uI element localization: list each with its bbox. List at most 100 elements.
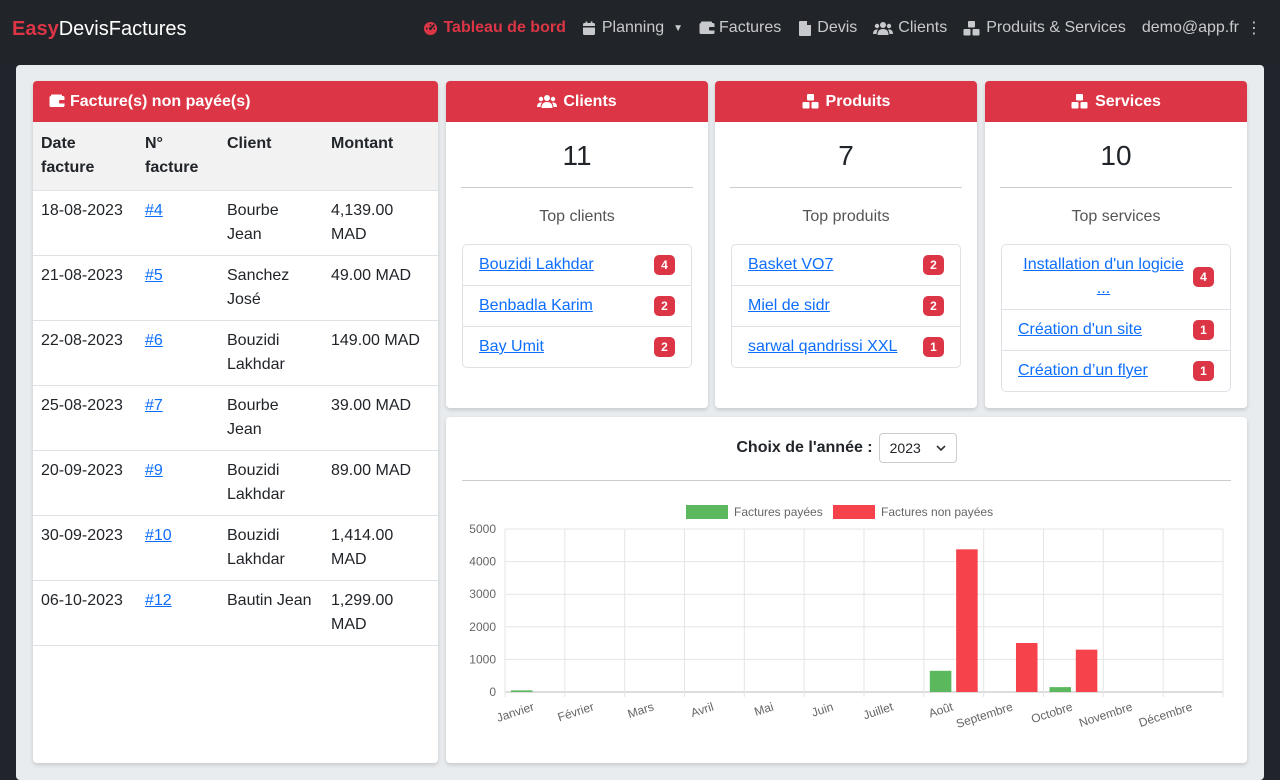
x-tick-label: Mars [626, 700, 656, 722]
cubes-icon [802, 94, 820, 109]
brand-logo[interactable]: EasyDevisFactures [12, 18, 187, 41]
nav-menu: Tableau de bord Planning ▼ Factures Devi… [423, 18, 1262, 38]
kebab-menu-icon: ⋮ [1246, 20, 1262, 37]
invoice-client: Bouzidi Lakhdar [219, 450, 323, 516]
services-card: Services 10 Top services Installation d'… [985, 81, 1247, 408]
invoice-amount: 1,414.00 MAD [323, 515, 438, 581]
table-row: 20-09-2023 #9 Bouzidi Lakhdar 89.00 MAD [33, 450, 438, 516]
nav-products[interactable]: Produits & Services [963, 19, 1126, 37]
client-link[interactable]: Bouzidi Lakhdar [479, 256, 594, 273]
users-icon [873, 21, 894, 36]
unpaid-invoices-title: Facture(s) non payée(s) [70, 92, 251, 110]
invoice-client: Bourbe Jean [219, 190, 323, 256]
client-link[interactable]: Benbadla Karim [479, 297, 593, 314]
invoice-date: 20-09-2023 [33, 450, 137, 516]
wallet-icon [49, 94, 65, 109]
top-services-list: Installation d'un logicie ... 4 Création … [1001, 244, 1231, 392]
year-select-value: 2023 [889, 440, 921, 456]
y-tick-label: 2000 [469, 620, 496, 634]
year-select[interactable]: 2023 [878, 433, 957, 463]
bar [929, 670, 952, 692]
invoices-bar-chart: Factures payées Factures non payées 0 1000… [469, 505, 1224, 731]
table-row: 06-10-2023 #12 Bautin Jean 1,299.00 MAD [33, 580, 438, 646]
service-link[interactable]: Création d'un site [1018, 321, 1143, 338]
nav-planning[interactable]: Planning ▼ [582, 19, 683, 37]
services-title: Services [1095, 92, 1161, 110]
nav-user[interactable]: demo@app.fr ⋮ [1142, 18, 1262, 38]
count-badge: 4 [654, 255, 675, 275]
clients-title: Clients [563, 92, 617, 110]
count-badge: 4 [1193, 267, 1214, 287]
product-link[interactable]: Miel de sidr [748, 297, 830, 314]
list-item: Installation d'un logicie ... 4 [1002, 245, 1230, 310]
x-tick-label: Juin [810, 700, 835, 720]
users-icon [537, 94, 558, 109]
invoice-number-link[interactable]: #6 [145, 332, 163, 349]
table-row: 18-08-2023 #4 Bourbe Jean 4,139.00 MAD [33, 190, 438, 256]
invoice-client: Sanchez José [219, 255, 323, 321]
service-link[interactable]: Installation d'un logicie ... [1023, 256, 1184, 297]
invoice-amount: 39.00 MAD [323, 385, 438, 451]
invoice-number-link[interactable]: #4 [145, 202, 163, 219]
cubes-icon [1071, 94, 1089, 109]
invoice-amount: 49.00 MAD [323, 255, 438, 321]
count-badge: 1 [923, 337, 944, 357]
list-item: Bay Umit 2 [463, 327, 691, 367]
file-icon [797, 20, 812, 36]
y-tick-label: 5000 [469, 522, 496, 536]
services-header: Services [985, 81, 1247, 122]
clients-count: 11 [461, 122, 693, 188]
calendar-icon [582, 21, 597, 36]
bar [1015, 643, 1038, 692]
count-badge: 2 [923, 255, 944, 275]
legend-label: Factures non payées [881, 505, 993, 519]
x-tick-label: Août [927, 699, 955, 720]
year-label: Choix de l'année : [736, 439, 873, 456]
y-tick-label: 0 [489, 685, 496, 699]
bar [510, 690, 533, 692]
nav-quotes[interactable]: Devis [797, 19, 857, 37]
product-link[interactable]: sarwal qandrissi XXL [748, 338, 898, 355]
column-header: Montant [323, 122, 438, 191]
client-link[interactable]: Bay Umit [479, 338, 544, 355]
y-tick-label: 4000 [469, 555, 496, 569]
chart-grid [504, 528, 1224, 697]
invoice-number-link[interactable]: #10 [145, 527, 172, 544]
bar [1049, 687, 1072, 692]
list-item: Benbadla Karim 2 [463, 286, 691, 327]
invoice-date: 06-10-2023 [33, 580, 137, 646]
top-products-title: Top produits [802, 208, 890, 225]
cubes-icon [963, 20, 981, 36]
count-badge: 2 [923, 296, 944, 316]
invoice-client: Bautin Jean [219, 580, 323, 646]
products-title: Produits [825, 92, 891, 110]
unpaid-invoices-header: Facture(s) non payée(s) [33, 81, 438, 122]
invoice-number-link[interactable]: #5 [145, 267, 163, 284]
nav-clients[interactable]: Clients [873, 19, 947, 37]
service-link[interactable]: Création d’un flyer [1018, 362, 1148, 379]
invoice-number-link[interactable]: #7 [145, 397, 163, 414]
table-row: 22-08-2023 #6 Bouzidi Lakhdar 149.00 MAD [33, 320, 438, 386]
invoice-date: 22-08-2023 [33, 320, 137, 386]
product-link[interactable]: Basket VO7 [748, 256, 834, 273]
nav-quotes-label: Devis [817, 19, 858, 36]
list-item: Création d'un site 1 [1002, 310, 1230, 351]
invoice-amount: 1,299.00 MAD [323, 580, 438, 646]
nav-user-label: demo@app.fr [1141, 19, 1239, 36]
list-item: Basket VO7 2 [732, 245, 960, 286]
x-tick-label: Février [556, 700, 596, 725]
nav-invoices[interactable]: Factures [699, 19, 781, 37]
top-products-list: Basket VO7 2 Miel de sidr 2 sarwal qandris… [731, 244, 961, 368]
nav-dashboard[interactable]: Tableau de bord [423, 19, 566, 37]
invoice-number-link[interactable]: #12 [145, 592, 172, 609]
chevron-down-icon [936, 445, 946, 451]
year-selector-row: Choix de l'année : 2023 [446, 433, 1247, 463]
list-item: Miel de sidr 2 [732, 286, 960, 327]
invoice-date: 18-08-2023 [33, 190, 137, 256]
chart-card: Choix de l'année : 2023 Factures payées F… [446, 417, 1247, 763]
x-tick-label: Novembre [1077, 699, 1134, 730]
brand-part1: Easy [12, 18, 59, 40]
column-header: Client [219, 122, 323, 191]
list-item: Création d’un flyer 1 [1002, 351, 1230, 391]
invoice-number-link[interactable]: #9 [145, 462, 163, 479]
